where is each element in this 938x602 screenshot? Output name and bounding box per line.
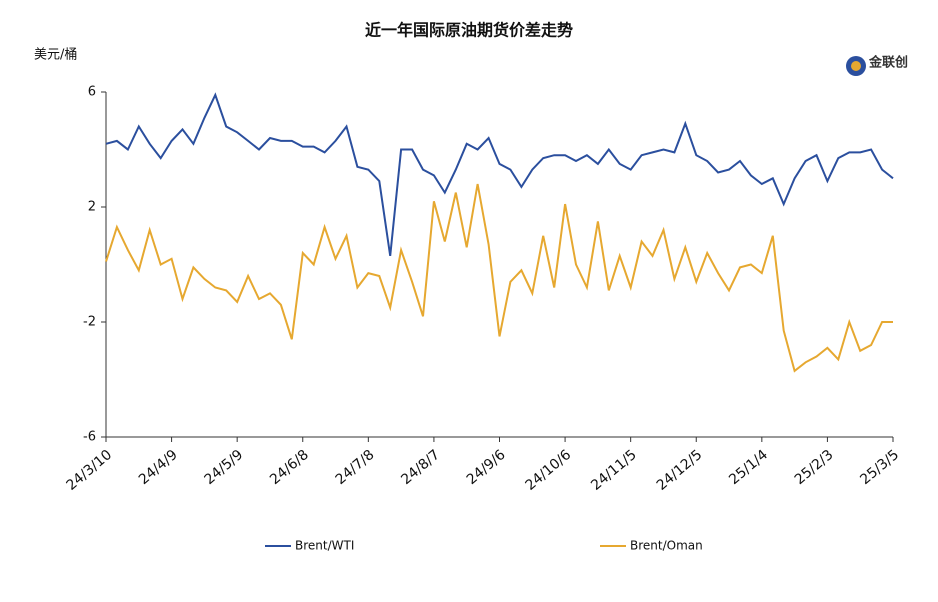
- y-tick-label: 6: [88, 85, 96, 100]
- y-tick-label: -2: [83, 315, 96, 330]
- legend-label: Brent/WTI: [295, 539, 354, 553]
- y-tick-label: 2: [88, 200, 96, 215]
- y-tick-label: -6: [83, 430, 96, 445]
- series-line: [105, 183, 893, 373]
- chart-title: 近一年国际原油期货价差走势: [365, 21, 573, 40]
- y-axis-label: 美元/桶: [34, 48, 77, 63]
- series-line: [105, 92, 894, 257]
- logo: 金联创: [846, 55, 908, 76]
- logo-icon-inner: [851, 61, 861, 71]
- legend-label: Brent/Oman: [630, 539, 703, 553]
- logo-text: 金联创: [868, 55, 908, 71]
